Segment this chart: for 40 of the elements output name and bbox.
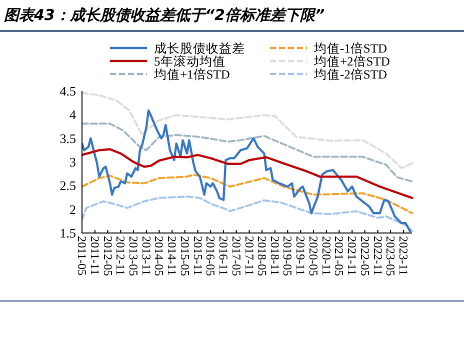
y-tick-label: 2.5 [60,178,76,194]
y-tick-label: 4.5 [60,84,76,98]
x-tick-label: 2017-11 [242,236,256,276]
x-tick-label: 2021-11 [345,236,360,276]
x-tick-label: 2015-05 [178,236,192,276]
x-tick-label: 2020-11 [319,236,334,276]
legend-label: 均值+2倍STD [313,54,390,68]
x-tick-label: 2014-11 [165,236,180,276]
chart-title: 图表43：成长股债收益差低于“2倍标准差下限” [4,6,325,24]
x-tick-label: 2013-11 [139,236,154,276]
y-tick-label: 3.5 [60,130,76,146]
x-tick-label: 2012-05 [100,236,115,276]
x-tick-label: 2011-05 [75,236,89,276]
x-tick-label: 2015-11 [190,236,205,276]
x-tick-label: 2016-11 [216,236,231,276]
x-tick-label: 2023-11 [396,236,410,276]
x-tick-label: 2014-05 [152,236,166,276]
x-tick-label: 2019-05 [280,236,295,276]
x-tick-label: 2019-11 [294,236,308,276]
x-tick-label: 2013-05 [126,236,140,276]
legend-label: 均值-1倍STD [313,42,388,56]
x-tick-label: 2020-05 [306,236,320,276]
legend-label: 均值-2倍STD [313,68,388,82]
legend-label: 均值+1倍STD [153,68,230,82]
x-tick-label: 2017-05 [229,236,244,276]
y-tick-label: 3 [70,154,76,170]
x-tick-label: 2023-05 [384,236,398,276]
x-tick-label: 2022-11 [370,236,385,276]
x-tick-label: 2022-05 [358,236,372,276]
legend-label: 成长股债收益差 [154,42,245,56]
y-tick-label: 2 [70,202,76,217]
y-tick-label: 1.5 [60,226,76,240]
x-tick-label: 2012-11 [114,236,128,276]
legend-label: 5年滚动均值 [154,54,226,68]
x-tick-label: 2011-11 [88,236,102,276]
y-tick-label: 4 [70,107,76,122]
x-tick-label: 2018-05 [254,236,269,276]
x-tick-label: 2021-05 [332,236,346,276]
x-tick-label: 2016-05 [204,236,218,276]
x-tick-label: 2018-11 [268,236,282,276]
